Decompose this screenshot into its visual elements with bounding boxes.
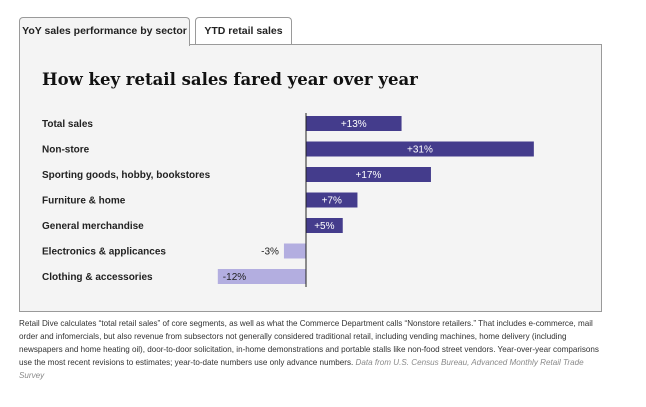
chart-caption: Retail Dive calculates “total retail sal… xyxy=(19,318,604,383)
bar xyxy=(306,218,343,233)
bar xyxy=(306,167,431,182)
bar xyxy=(283,243,306,259)
category-label: Non-store xyxy=(42,145,90,156)
bar-chart: Total sales +13% Non-store +31% Sporting goo… xyxy=(42,113,534,287)
caption-source: Data from U.S. Census Bureau, Advanced M… xyxy=(19,357,584,380)
data-label: +5% xyxy=(314,221,334,232)
category-label: General merchandise xyxy=(42,221,144,232)
category-label: Total sales xyxy=(42,119,93,130)
category-label: Clothing & accessories xyxy=(42,272,153,283)
category-label: Furniture & home xyxy=(42,196,126,207)
data-label: -3% xyxy=(261,247,279,258)
category-label: Sporting goods, hobby, bookstores xyxy=(42,170,211,181)
bar xyxy=(306,116,402,131)
caption-text: Retail Dive calculates “total retail sal… xyxy=(19,319,599,367)
category-label: Electronics & applicances xyxy=(42,247,166,258)
bar xyxy=(306,192,358,208)
tab-yoy-sales-performance[interactable]: YoY sales performance by sector xyxy=(19,17,190,46)
tab-ytd-retail-sales[interactable]: YTD retail sales xyxy=(195,17,292,45)
bar xyxy=(306,141,534,157)
data-label: +31% xyxy=(407,145,433,156)
data-label: +13% xyxy=(341,119,367,130)
bar xyxy=(217,269,306,284)
data-label: +17% xyxy=(356,170,382,181)
chart-panel: How key retail sales fared year over yea… xyxy=(19,44,602,312)
data-label: +7% xyxy=(322,196,342,207)
data-label: -12% xyxy=(223,272,246,283)
chart-title: How key retail sales fared year over yea… xyxy=(42,70,418,89)
